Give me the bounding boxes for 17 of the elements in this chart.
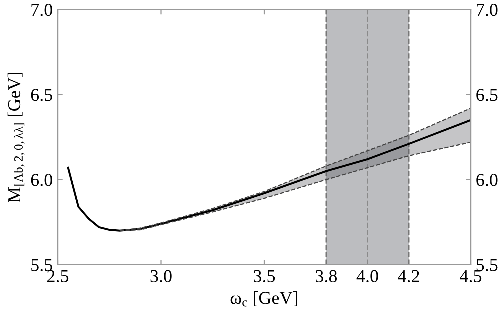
x-tick-label: 3.8 — [316, 270, 338, 283]
x-tick-label: 4.5 — [460, 270, 482, 283]
x-axis-title: ω$_{c}$ [GeV] — [230, 292, 298, 307]
y-tick-label: 6.5 — [31, 89, 52, 102]
x-tick-label: 3.0 — [150, 270, 172, 283]
y2-tick-label: 7.0 — [477, 4, 498, 16]
x-tick-label: 2.5 — [48, 270, 69, 283]
y-tick-label: 5.5 — [32, 259, 52, 272]
y-axis-title: M$_{[Λb,2,0,λλ]}$ [GeV] — [8, 72, 25, 203]
y-tick-label: 6.0 — [31, 174, 52, 186]
x-tick-label: 4.2 — [398, 270, 420, 283]
y-tick-label: 7.0 — [32, 4, 52, 16]
x-tick-label: 3.5 — [254, 270, 276, 283]
y2-tick-label: 6.5 — [476, 89, 498, 102]
x-tick-label: 4.0 — [356, 270, 378, 283]
y2-tick-label: 5.5 — [476, 259, 498, 272]
y2-tick-label: 6.0 — [476, 174, 498, 186]
